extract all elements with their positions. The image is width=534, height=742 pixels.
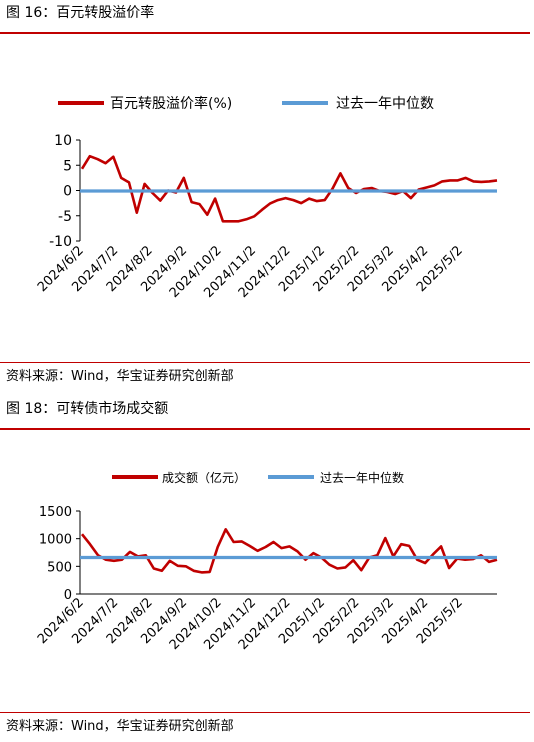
plot-area (80, 528, 498, 574)
y-tick-label: 1500 (39, 505, 72, 520)
plot-area (80, 154, 498, 223)
turnover-chart: 成交额（亿元） 过去一年中位数 1500 1000 500 0 2024/6/2202… (35, 470, 498, 653)
y-tick-label: -5 (58, 209, 72, 225)
legend-label-premium-rate: 百元转股溢价率(%) (110, 95, 232, 112)
figure-16-footer-rule (0, 362, 530, 363)
y-axis: 10 5 0 -5 -10 (49, 133, 81, 250)
series-line-main (80, 154, 498, 223)
legend-label-median: 过去一年中位数 (336, 96, 434, 112)
y-tick-label: -10 (49, 234, 72, 250)
legend: 成交额（亿元） 过去一年中位数 (112, 470, 404, 485)
figure-16-source: 资料来源：Wind，华宝证券研究创新部 (6, 369, 234, 384)
figure-18-header-rule (0, 428, 530, 430)
y-tick-label: 5 (63, 158, 72, 174)
y-axis: 1500 1000 500 0 (39, 505, 81, 603)
y-tick-label: 1000 (39, 533, 72, 548)
figure-16-caption: 图 16：百元转股溢价率 (6, 5, 155, 21)
figure-18-footer-rule (0, 712, 530, 713)
x-axis: 2024/6/22024/7/22024/8/22024/9/22024/10/… (35, 593, 497, 653)
legend-label-turnover: 成交额（亿元） (162, 470, 246, 485)
legend: 百元转股溢价率(%) 过去一年中位数 (58, 95, 434, 112)
figure-18-caption: 图 18：可转债市场成交额 (6, 401, 169, 417)
figure-16-header-rule (0, 32, 530, 34)
legend-label-median: 过去一年中位数 (320, 470, 404, 485)
series-line-main (80, 528, 498, 574)
y-tick-label: 10 (54, 133, 72, 149)
y-tick-label: 0 (64, 588, 72, 603)
y-tick-label: 500 (47, 560, 72, 575)
figure-18-source: 资料来源：Wind，华宝证券研究创新部 (6, 719, 234, 734)
y-tick-label: 0 (63, 184, 72, 200)
